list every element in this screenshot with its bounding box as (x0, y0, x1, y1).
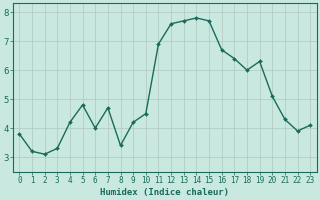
X-axis label: Humidex (Indice chaleur): Humidex (Indice chaleur) (100, 188, 229, 197)
